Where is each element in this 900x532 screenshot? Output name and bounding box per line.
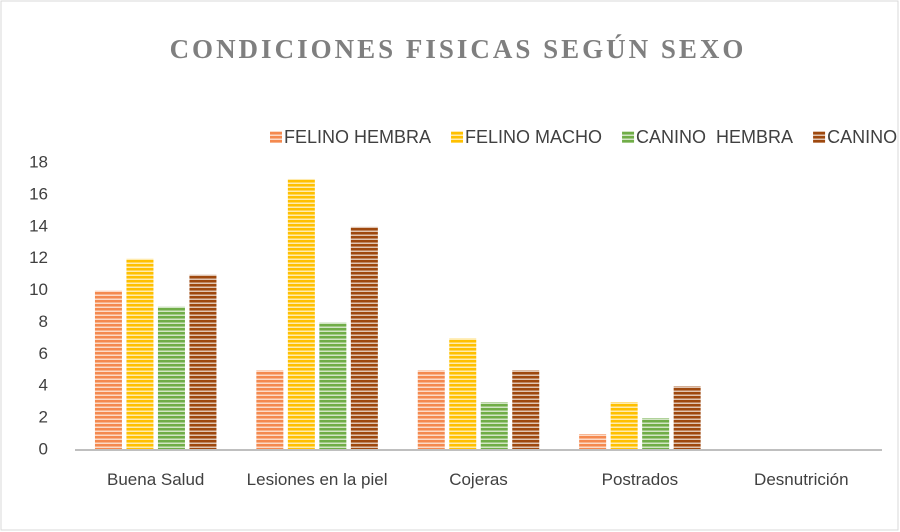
bar	[673, 386, 701, 450]
legend-label: CANINO HEMBRA	[636, 127, 793, 147]
bar	[480, 402, 508, 450]
bar	[449, 338, 477, 450]
bar	[350, 226, 378, 450]
y-tick-label: 14	[29, 216, 48, 235]
x-tick-label: Desnutrición	[754, 470, 849, 489]
y-tick-label: 8	[39, 312, 48, 331]
legend-marker	[813, 131, 826, 143]
y-tick-label: 12	[29, 248, 48, 267]
y-tick-label: 0	[39, 439, 48, 458]
y-tick-label: 2	[39, 408, 48, 427]
y-tick-label: 6	[39, 344, 48, 363]
x-tick-label: Lesiones en la piel	[246, 470, 388, 489]
bar	[417, 370, 445, 450]
bar	[256, 370, 284, 450]
y-tick-label: 18	[29, 152, 48, 171]
legend-label: CANINO MACHO	[827, 127, 900, 147]
bar	[642, 418, 670, 450]
bar	[319, 322, 347, 450]
y-tick-label: 10	[29, 280, 48, 299]
legend-marker	[622, 131, 635, 143]
bar	[579, 434, 607, 450]
x-tick-label: Cojeras	[449, 470, 508, 489]
legend-label: FELINO HEMBRA	[284, 127, 431, 147]
x-tick-label: Postrados	[601, 470, 679, 489]
bar	[126, 258, 154, 450]
legend-marker	[451, 131, 464, 143]
bar	[287, 178, 315, 450]
bar	[94, 290, 122, 450]
y-tick-label: 16	[29, 184, 48, 203]
y-tick-label: 4	[39, 376, 48, 395]
bar	[610, 402, 638, 450]
bar	[189, 274, 217, 450]
x-tick-label: Buena Salud	[107, 470, 205, 489]
bar	[512, 370, 540, 450]
legend-marker	[270, 131, 282, 143]
bar	[157, 306, 185, 450]
legend-label: FELINO MACHO	[465, 127, 602, 147]
chart-title: CONDICIONES FISICAS SEGÚN SEXO	[170, 34, 747, 64]
